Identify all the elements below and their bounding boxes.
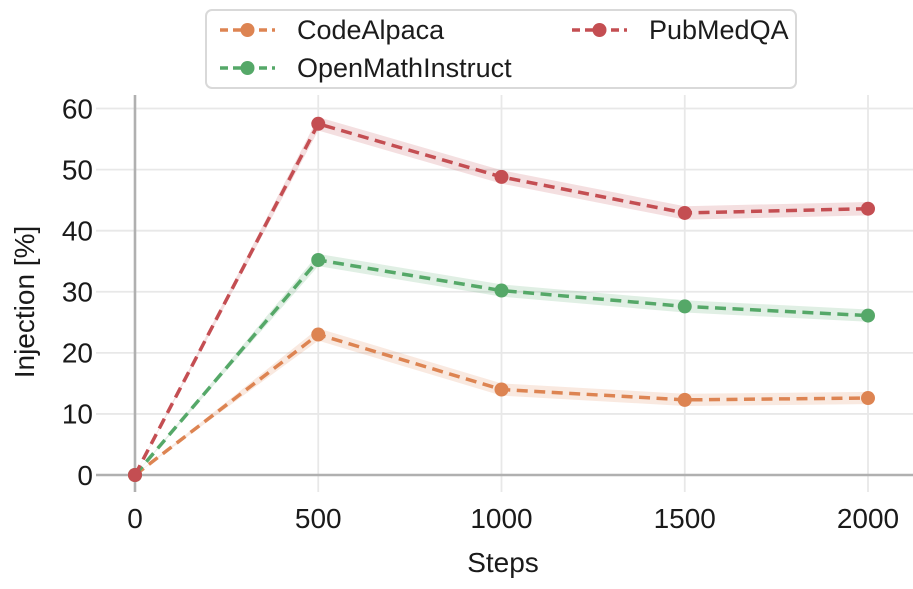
legend-line-marker-icon	[220, 61, 275, 75]
y-tick-label: 0	[77, 460, 93, 491]
x-tick-label: 1000	[470, 503, 532, 534]
series-PubMedQA	[128, 116, 875, 482]
y-tick-label: 10	[62, 399, 93, 430]
y-tick-label: 20	[62, 338, 93, 369]
y-tick-label: 50	[62, 154, 93, 185]
x-tick-labels: 0 500 1000 1500 2000	[127, 503, 899, 534]
data-point-marker	[494, 283, 509, 298]
confidence-band	[135, 328, 868, 475]
legend: CodeAlpaca OpenMathInstruct PubMedQA	[205, 9, 797, 89]
x-axis-label: Steps	[467, 547, 539, 578]
data-point-marker	[861, 201, 875, 216]
legend-label: OpenMathInstruct	[297, 52, 512, 83]
legend-line-marker-icon	[220, 23, 275, 37]
gridlines	[96, 95, 913, 492]
data-point-marker	[494, 382, 509, 397]
legend-item-pubmedqa: PubMedQA	[571, 14, 795, 45]
y-tick-label: 60	[62, 93, 93, 124]
data-point-marker	[861, 308, 875, 323]
legend-line-marker-icon	[572, 23, 627, 37]
legend-label: CodeAlpaca	[297, 14, 445, 45]
y-tick-labels: 0 10 20 30 40 50 60	[62, 93, 93, 490]
axis-lines	[96, 95, 913, 492]
x-tick-label: 500	[295, 503, 342, 534]
data-point-marker	[311, 327, 326, 342]
data-point-marker	[494, 169, 509, 184]
data-point-marker	[128, 468, 142, 482]
x-tick-label: 2000	[837, 503, 899, 534]
legend-item-openmathinstruct: OpenMathInstruct	[219, 52, 571, 83]
data-point-marker	[311, 116, 326, 131]
data-point-marker	[861, 391, 875, 406]
x-tick-label: 0	[127, 503, 143, 534]
legend-label: PubMedQA	[649, 14, 789, 45]
data-point-marker	[677, 205, 692, 220]
data-point-marker	[677, 392, 692, 407]
x-tick-label: 1500	[654, 503, 716, 534]
y-tick-label: 30	[62, 277, 93, 308]
y-tick-label: 40	[62, 215, 93, 246]
y-axis-label: Injection [%]	[9, 226, 40, 379]
data-point-marker	[677, 299, 692, 314]
data-point-marker	[311, 252, 326, 267]
legend-item-codealpaca: CodeAlpaca	[219, 14, 571, 45]
